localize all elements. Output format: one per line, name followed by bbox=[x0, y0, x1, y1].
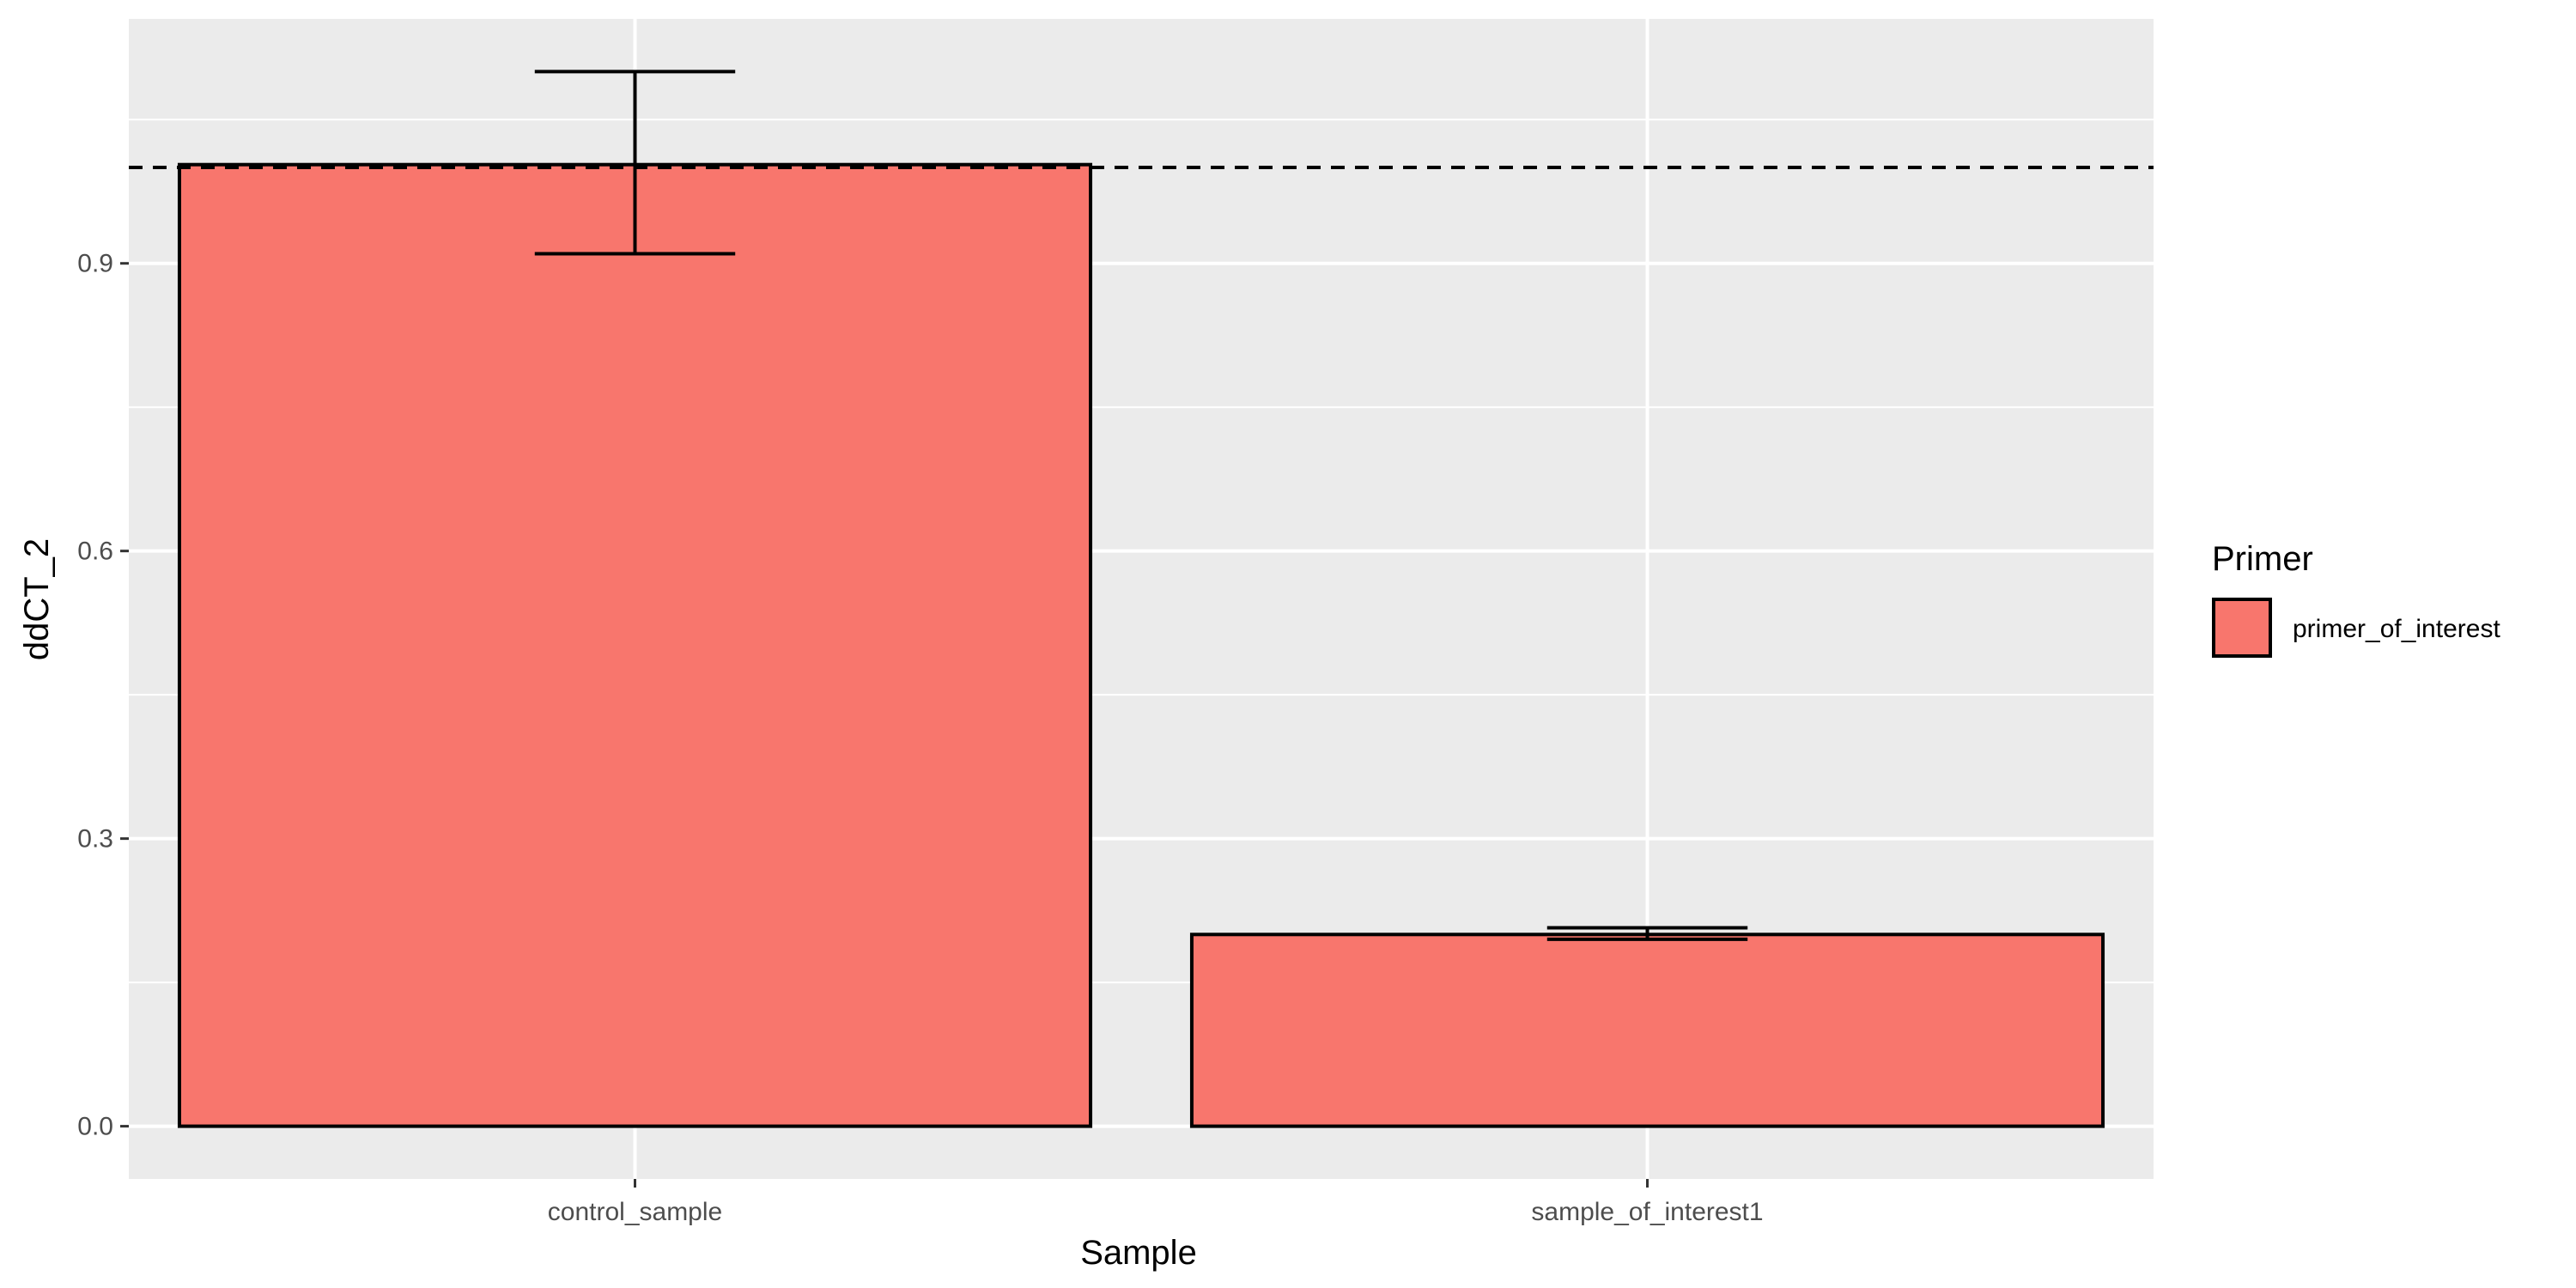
y-axis-title: ddCT_2 bbox=[18, 538, 56, 660]
x-axis-title: Sample bbox=[1080, 1234, 1197, 1272]
x-axis: control_sample sample_of_interest1 bbox=[548, 1179, 1764, 1226]
legend: Primer primer_of_interest bbox=[2212, 540, 2500, 658]
errorbars-layer bbox=[534, 70, 1748, 941]
x-tick-label: sample_of_interest1 bbox=[1531, 1198, 1763, 1226]
legend-key-primer-of-interest bbox=[2212, 598, 2272, 658]
x-tick-label: control_sample bbox=[548, 1198, 722, 1226]
bars-layer bbox=[177, 162, 2105, 1128]
y-tick-label: 0.6 bbox=[77, 538, 113, 566]
y-tick-label: 0.9 bbox=[77, 250, 113, 278]
legend-label-primer-of-interest: primer_of_interest bbox=[2293, 615, 2500, 643]
bar-sample-of-interest1 bbox=[1189, 933, 2105, 1128]
legend-title: Primer bbox=[2212, 540, 2313, 578]
errorbar-control-sample bbox=[534, 70, 736, 256]
bar-control-sample bbox=[177, 162, 1093, 1128]
y-tick-label: 0.0 bbox=[77, 1113, 113, 1141]
errorbar-sample-of-interest1 bbox=[1546, 926, 1748, 941]
y-tick-label: 0.3 bbox=[77, 825, 113, 854]
y-axis: 0.0 0.3 0.6 0.9 bbox=[77, 250, 129, 1141]
